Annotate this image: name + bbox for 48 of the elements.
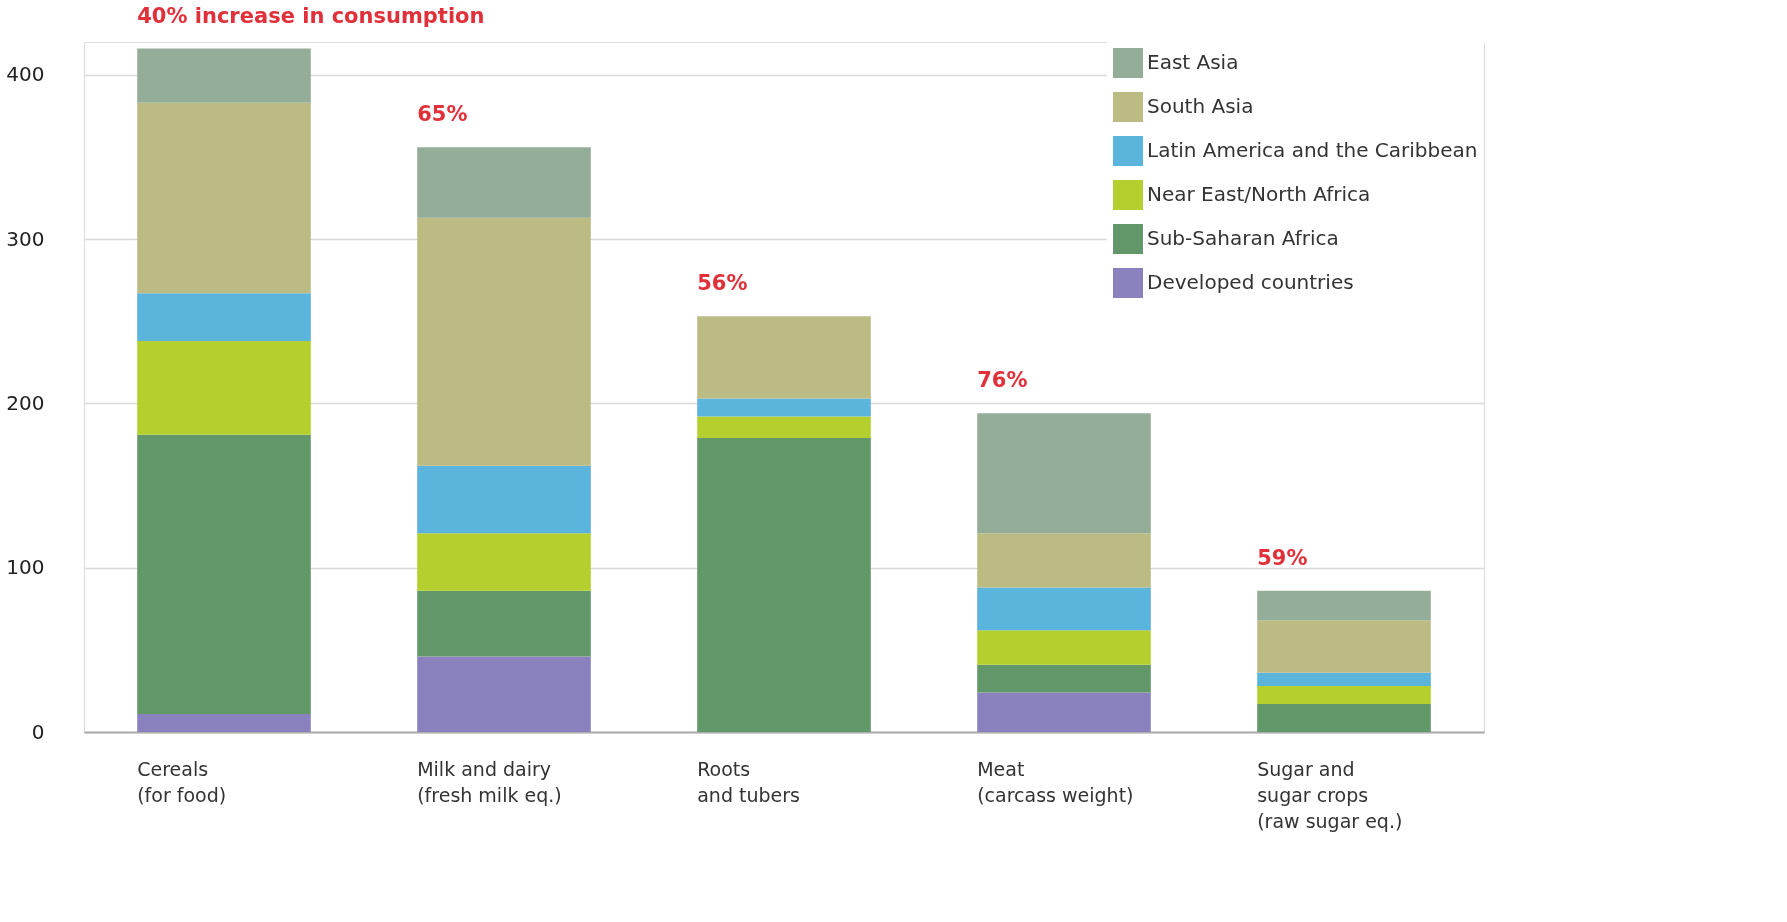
bar [417,217,591,466]
y-tick-label: 400 [6,62,45,87]
bar [977,533,1151,588]
bar [417,590,591,657]
annotation: 59% [1257,545,1308,570]
bar [977,664,1151,693]
annotation: 65% [417,102,468,127]
bar [1257,704,1431,732]
bar [137,341,311,435]
bar [137,434,311,714]
legend-label: Developed countries [1147,270,1354,294]
y-tick-label: 100 [6,555,45,580]
bar [977,630,1151,665]
bar [977,413,1151,534]
bar [697,316,871,399]
bar [1257,620,1431,673]
x-tick-label: Cereals (for food) [137,757,227,806]
bar [1257,672,1431,686]
bar [697,437,871,732]
legend-label: South Asia [1147,94,1254,118]
annotation: 76% [977,368,1028,393]
bar [137,102,311,294]
y-tick-label: 0 [31,719,45,744]
legend-label: Near East/North Africa [1147,182,1371,206]
legend-label: Latin America and the Caribbean [1147,138,1478,162]
bar [1257,686,1431,705]
x-tick-label: Meat (carcass weight) [977,757,1134,806]
bar [977,692,1151,732]
bar [137,293,311,341]
x-tick-label: Roots and tubers [697,757,800,806]
x-tick-label: Milk and dairy (fresh milk eq.) [417,757,562,806]
bar [417,656,591,732]
y-tick-label: 200 [6,390,45,415]
bar [137,713,311,732]
bar [417,465,591,534]
legend-label: Sub-Saharan Africa [1147,226,1339,250]
bar [977,587,1151,631]
bar [1257,590,1431,621]
annotation: 40% increase in consumption [137,3,485,28]
bar [697,398,871,417]
annotation: 56% [697,271,748,296]
y-tick-label: 300 [6,226,45,251]
x-tick-label: Sugar and sugar crops (raw sugar eq.) [1257,757,1403,832]
bar [417,147,591,218]
bar [697,416,871,438]
bar [137,48,311,103]
bar [417,533,591,591]
legend-label: East Asia [1147,50,1239,74]
